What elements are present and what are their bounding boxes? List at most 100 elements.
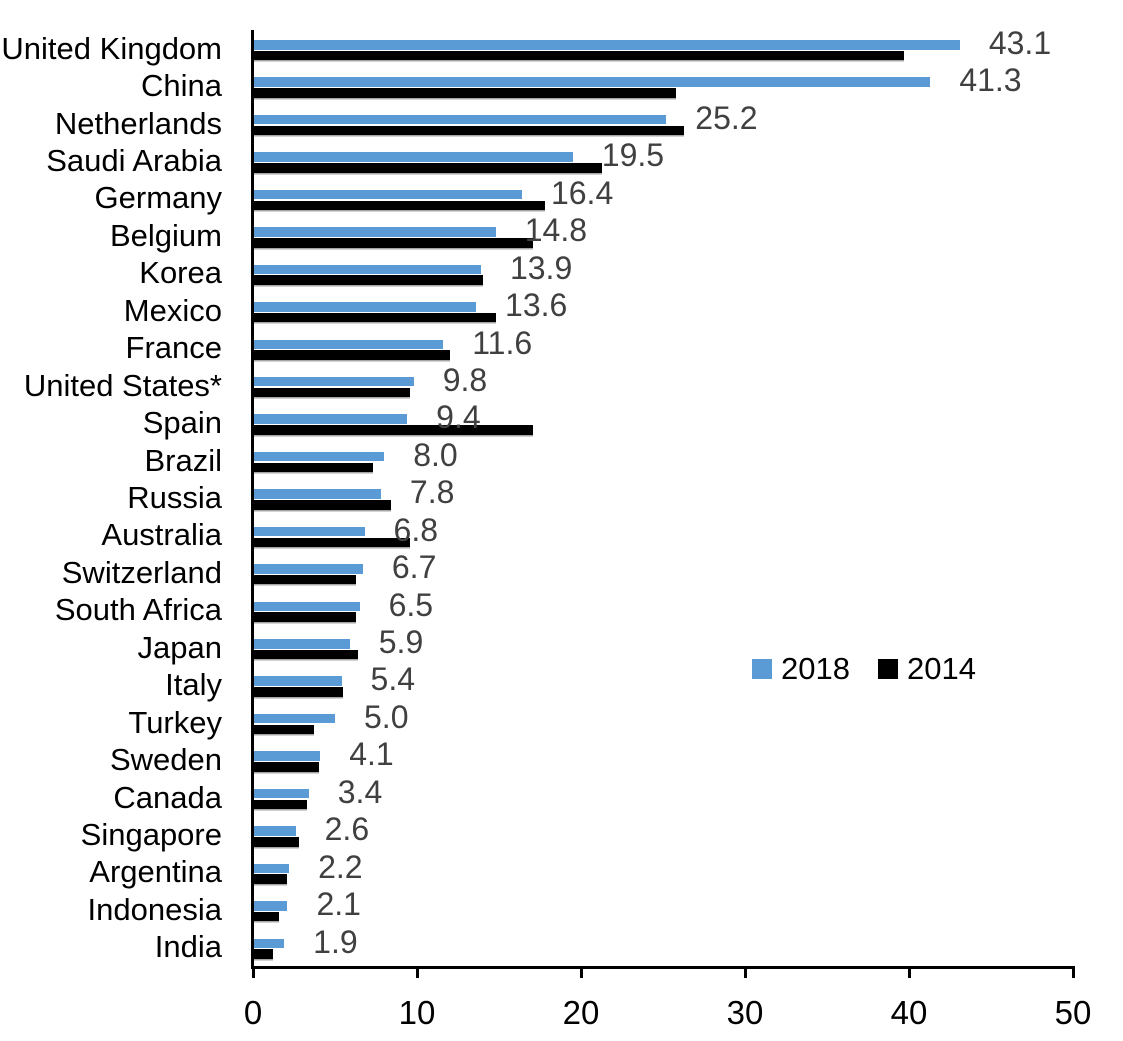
bar-2014 [253, 949, 273, 959]
category-label: Singapore [80, 816, 222, 852]
value-label: 6.8 [393, 511, 438, 548]
x-axis-tick [907, 969, 911, 978]
bar-2018 [253, 451, 385, 462]
category-label: France [125, 330, 222, 366]
value-label: 8.0 [413, 436, 458, 473]
bar-2014 [253, 762, 319, 772]
value-label: 43.1 [988, 25, 1052, 61]
bar-2018 [253, 788, 309, 799]
bar-2014 [253, 724, 314, 735]
bar-2014 [253, 462, 373, 473]
category-label: Saudi Arabia [46, 143, 222, 179]
bar-2014 [253, 425, 534, 435]
bar-2014 [253, 500, 391, 510]
category-label: Canada [113, 779, 222, 815]
x-axis-tick [415, 969, 419, 978]
bar-2018 [253, 414, 408, 424]
bar-2018 [253, 526, 365, 537]
category-label: Korea [139, 255, 222, 291]
bar-2018 [253, 713, 335, 724]
category-label: South Africa [54, 592, 222, 628]
value-label: 25.2 [695, 99, 758, 136]
bar-2018 [253, 639, 350, 649]
category-label: Turkey [128, 704, 222, 740]
bar-2018 [253, 676, 342, 686]
x-axis-line [251, 966, 1075, 969]
category-label: Argentina [89, 854, 222, 890]
legend-label-2014: 2014 [906, 651, 976, 686]
value-label: 2.2 [318, 848, 363, 885]
category-label: Indonesia [87, 891, 222, 927]
legend-swatch-2014 [877, 659, 898, 679]
bar-2014 [253, 350, 450, 360]
bar-2014 [253, 537, 411, 548]
legend-entry-2014: 2014 [877, 651, 976, 687]
category-label: Spain [142, 405, 222, 441]
category-label: Australia [101, 517, 222, 553]
bar-2018 [253, 189, 522, 200]
category-label: India [154, 929, 222, 965]
x-axis-tick-label: 0 [243, 994, 263, 1031]
value-label: 5.0 [364, 698, 409, 735]
category-label: United States* [23, 367, 222, 403]
category-label: China [141, 68, 222, 104]
value-label: 9.4 [436, 399, 481, 436]
bar-2014 [253, 387, 411, 398]
bar-2018 [253, 938, 285, 949]
value-label: 2.6 [324, 811, 370, 848]
bar-2018 [253, 152, 573, 162]
category-label: Belgium [110, 217, 222, 253]
category-label: Mexico [123, 292, 222, 328]
bar-2018 [253, 264, 481, 275]
bar-2018 [253, 489, 381, 499]
bar-2014 [253, 163, 603, 173]
x-axis-tick-label: 20 [562, 994, 600, 1031]
bar-2014 [253, 238, 534, 248]
bar-2018 [253, 863, 290, 874]
bar-2014 [253, 911, 280, 922]
value-label: 13.6 [505, 287, 568, 324]
bar-2014 [253, 874, 288, 884]
value-label: 5.4 [370, 661, 416, 698]
bar-2018 [253, 601, 360, 612]
category-label: Italy [165, 667, 222, 703]
value-label: 14.8 [524, 212, 587, 249]
value-label: 3.4 [337, 773, 383, 810]
legend-label-2018: 2018 [781, 651, 850, 686]
x-axis-tick [1071, 969, 1075, 978]
bar-2014 [253, 50, 905, 61]
x-axis-tick [251, 969, 255, 978]
category-label: Netherlands [54, 105, 222, 141]
value-label: 16.4 [550, 174, 614, 211]
x-axis-tick-label: 40 [890, 994, 928, 1031]
bar-2014 [253, 200, 545, 211]
bar-2014 [253, 687, 344, 697]
value-label: 19.5 [601, 137, 665, 174]
category-label: United Kingdom [1, 30, 222, 66]
bar-2014 [253, 649, 358, 660]
bar-2014 [253, 574, 357, 585]
bar-2014 [253, 125, 685, 136]
bar-2018 [253, 302, 477, 312]
category-label: Russia [127, 479, 222, 515]
x-axis-tick-label: 10 [398, 994, 436, 1031]
value-label: 1.9 [313, 923, 358, 960]
category-label: Germany [94, 180, 222, 216]
value-label: 9.8 [442, 361, 488, 398]
category-label: Switzerland [61, 554, 222, 590]
value-label: 11.6 [472, 324, 533, 361]
bar-2014 [253, 88, 677, 98]
legend: 2018 2014 [752, 651, 976, 687]
value-label: 13.9 [509, 249, 573, 286]
bar-2014 [253, 612, 357, 622]
bar-2018 [253, 114, 667, 125]
value-label: 6.7 [391, 549, 437, 586]
bar-2014 [253, 837, 299, 847]
bar-2014 [253, 275, 483, 285]
value-label: 41.3 [959, 62, 1022, 99]
bar-2018 [253, 564, 363, 574]
y-axis-line [251, 30, 254, 968]
value-label: 2.1 [316, 886, 361, 923]
bar-2018 [253, 376, 414, 387]
category-label: Japan [137, 629, 222, 665]
